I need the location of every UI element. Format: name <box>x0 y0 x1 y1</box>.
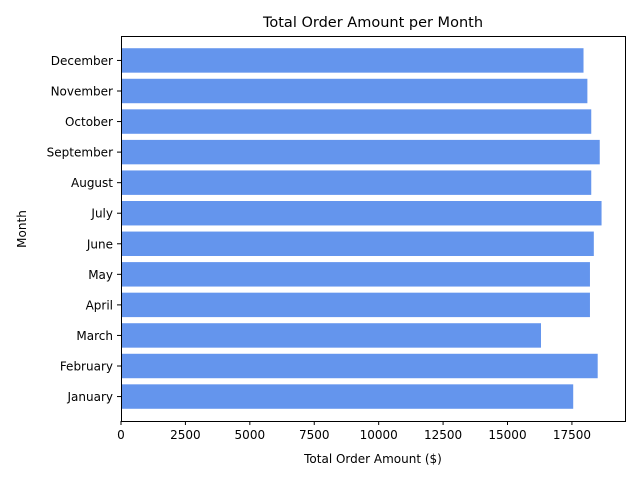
x-tick-label: 15000 <box>488 428 526 442</box>
bar-april <box>121 292 590 318</box>
bar-august <box>121 170 592 195</box>
bar-march <box>121 323 541 348</box>
bar-february <box>121 353 598 379</box>
y-tick-label: November <box>51 85 113 99</box>
bar-june <box>121 231 594 256</box>
y-tick-label: July <box>90 207 113 221</box>
chart-title: Total Order Amount per Month <box>262 15 483 31</box>
x-axis-label: Total Order Amount ($) <box>303 452 442 466</box>
x-tick-label: 10000 <box>360 428 398 442</box>
y-axis-label: Month <box>15 210 29 248</box>
y-tick-label: June <box>86 237 113 251</box>
bar-october <box>121 109 592 134</box>
y-tick-label: December <box>51 54 113 68</box>
ticks-layer: January February March April May June July Augu… <box>47 54 591 442</box>
x-tick-label: 12500 <box>424 428 462 442</box>
y-tick-label: April <box>86 298 113 312</box>
x-tick-label: 17500 <box>553 428 591 442</box>
y-tick-label: August <box>71 176 113 190</box>
bar-september <box>121 139 600 165</box>
x-tick-label: 5000 <box>235 428 266 442</box>
axes-layer <box>121 36 626 422</box>
x-tick-label: 0 <box>117 428 125 442</box>
bar-january <box>121 384 574 409</box>
y-tick-label: March <box>76 329 113 343</box>
y-tick-label: October <box>65 115 113 129</box>
bar-november <box>121 78 588 104</box>
y-tick-label: January <box>67 390 114 404</box>
y-tick-label: February <box>60 360 113 374</box>
bar-may <box>121 262 590 287</box>
x-tick-label: 2500 <box>170 428 201 442</box>
bars-layer <box>121 48 602 409</box>
bar-july <box>121 201 602 226</box>
x-tick-label: 7500 <box>299 428 330 442</box>
y-tick-label: September <box>47 146 113 160</box>
bar-december <box>121 48 584 73</box>
y-tick-label: May <box>88 268 113 282</box>
